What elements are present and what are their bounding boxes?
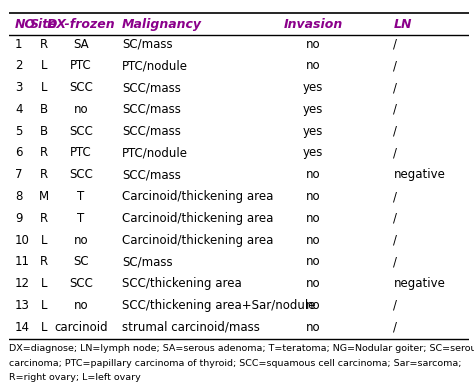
Text: M: M bbox=[39, 190, 49, 203]
Text: no: no bbox=[306, 168, 320, 181]
Text: /: / bbox=[393, 81, 397, 94]
Text: /: / bbox=[393, 299, 397, 312]
Text: /: / bbox=[393, 321, 397, 334]
Text: DX-frozen: DX-frozen bbox=[46, 18, 115, 32]
Text: 14: 14 bbox=[15, 321, 30, 334]
Text: no: no bbox=[306, 212, 320, 225]
Text: carcinoid: carcinoid bbox=[54, 321, 108, 334]
Text: Site: Site bbox=[30, 18, 58, 32]
Text: PTC/nodule: PTC/nodule bbox=[122, 59, 188, 72]
Text: Invasion: Invasion bbox=[283, 18, 343, 32]
Text: B: B bbox=[40, 103, 48, 116]
Text: R: R bbox=[40, 37, 48, 51]
Text: SC/mass: SC/mass bbox=[122, 255, 173, 268]
Text: SCC/mass: SCC/mass bbox=[122, 168, 181, 181]
Text: SC: SC bbox=[73, 255, 89, 268]
Text: Carcinoid/thickening area: Carcinoid/thickening area bbox=[122, 190, 273, 203]
Text: SCC: SCC bbox=[69, 125, 93, 138]
Text: SCC/mass: SCC/mass bbox=[122, 81, 181, 94]
Text: /: / bbox=[393, 212, 397, 225]
Text: 9: 9 bbox=[15, 212, 22, 225]
Text: B: B bbox=[40, 125, 48, 138]
Text: NO: NO bbox=[15, 18, 36, 32]
Text: 10: 10 bbox=[15, 234, 30, 246]
Text: 6: 6 bbox=[15, 147, 22, 160]
Text: SCC/thickening area+Sar/nodule: SCC/thickening area+Sar/nodule bbox=[122, 299, 316, 312]
Text: /: / bbox=[393, 37, 397, 51]
Text: PTC: PTC bbox=[70, 59, 91, 72]
Text: LN: LN bbox=[393, 18, 412, 32]
Text: 3: 3 bbox=[15, 81, 22, 94]
Text: negative: negative bbox=[393, 277, 445, 290]
Text: /: / bbox=[393, 59, 397, 72]
Text: /: / bbox=[393, 234, 397, 246]
Text: Carcinoid/thickening area: Carcinoid/thickening area bbox=[122, 212, 273, 225]
Text: no: no bbox=[306, 190, 320, 203]
Text: 8: 8 bbox=[15, 190, 22, 203]
Text: SCC/mass: SCC/mass bbox=[122, 103, 181, 116]
Text: R=right ovary; L=left ovary: R=right ovary; L=left ovary bbox=[9, 374, 141, 383]
Text: SCC: SCC bbox=[69, 277, 93, 290]
Text: SC/mass: SC/mass bbox=[122, 37, 173, 51]
Text: L: L bbox=[41, 81, 47, 94]
Text: R: R bbox=[40, 255, 48, 268]
Text: 1: 1 bbox=[15, 37, 22, 51]
Text: negative: negative bbox=[393, 168, 445, 181]
Text: 12: 12 bbox=[15, 277, 30, 290]
Text: yes: yes bbox=[303, 147, 323, 160]
Text: SCC: SCC bbox=[69, 168, 93, 181]
Text: 5: 5 bbox=[15, 125, 22, 138]
Text: no: no bbox=[306, 37, 320, 51]
Text: /: / bbox=[393, 255, 397, 268]
Text: T: T bbox=[77, 212, 84, 225]
Text: L: L bbox=[41, 234, 47, 246]
Text: no: no bbox=[306, 59, 320, 72]
Text: L: L bbox=[41, 321, 47, 334]
Text: no: no bbox=[73, 299, 88, 312]
Text: no: no bbox=[306, 277, 320, 290]
Text: yes: yes bbox=[303, 125, 323, 138]
Text: /: / bbox=[393, 190, 397, 203]
Text: R: R bbox=[40, 147, 48, 160]
Text: R: R bbox=[40, 212, 48, 225]
Text: strumal carcinoid/mass: strumal carcinoid/mass bbox=[122, 321, 260, 334]
Text: SCC/mass: SCC/mass bbox=[122, 125, 181, 138]
Text: yes: yes bbox=[303, 103, 323, 116]
Text: PTC: PTC bbox=[70, 147, 91, 160]
Text: /: / bbox=[393, 103, 397, 116]
Text: carcinoma; PTC=papillary carcinoma of thyroid; SCC=squamous cell carcinoma; Sar=: carcinoma; PTC=papillary carcinoma of th… bbox=[9, 359, 462, 368]
Text: L: L bbox=[41, 59, 47, 72]
Text: no: no bbox=[306, 234, 320, 246]
Text: L: L bbox=[41, 277, 47, 290]
Text: 4: 4 bbox=[15, 103, 22, 116]
Text: Carcinoid/thickening area: Carcinoid/thickening area bbox=[122, 234, 273, 246]
Text: SA: SA bbox=[73, 37, 89, 51]
Text: yes: yes bbox=[303, 81, 323, 94]
Text: Malignancy: Malignancy bbox=[122, 18, 202, 32]
Text: /: / bbox=[393, 125, 397, 138]
Text: SCC: SCC bbox=[69, 81, 93, 94]
Text: no: no bbox=[73, 234, 88, 246]
Text: 13: 13 bbox=[15, 299, 30, 312]
Text: no: no bbox=[306, 255, 320, 268]
Text: 2: 2 bbox=[15, 59, 22, 72]
Text: DX=diagnose; LN=lymph node; SA=serous adenoma; T=teratoma; NG=Nodular goiter; SC: DX=diagnose; LN=lymph node; SA=serous ad… bbox=[9, 344, 474, 353]
Text: L: L bbox=[41, 299, 47, 312]
Text: T: T bbox=[77, 190, 84, 203]
Text: no: no bbox=[306, 321, 320, 334]
Text: 11: 11 bbox=[15, 255, 30, 268]
Text: 7: 7 bbox=[15, 168, 22, 181]
Text: PTC/nodule: PTC/nodule bbox=[122, 147, 188, 160]
Text: no: no bbox=[306, 299, 320, 312]
Text: R: R bbox=[40, 168, 48, 181]
Text: SCC/thickening area: SCC/thickening area bbox=[122, 277, 242, 290]
Text: /: / bbox=[393, 147, 397, 160]
Text: no: no bbox=[73, 103, 88, 116]
